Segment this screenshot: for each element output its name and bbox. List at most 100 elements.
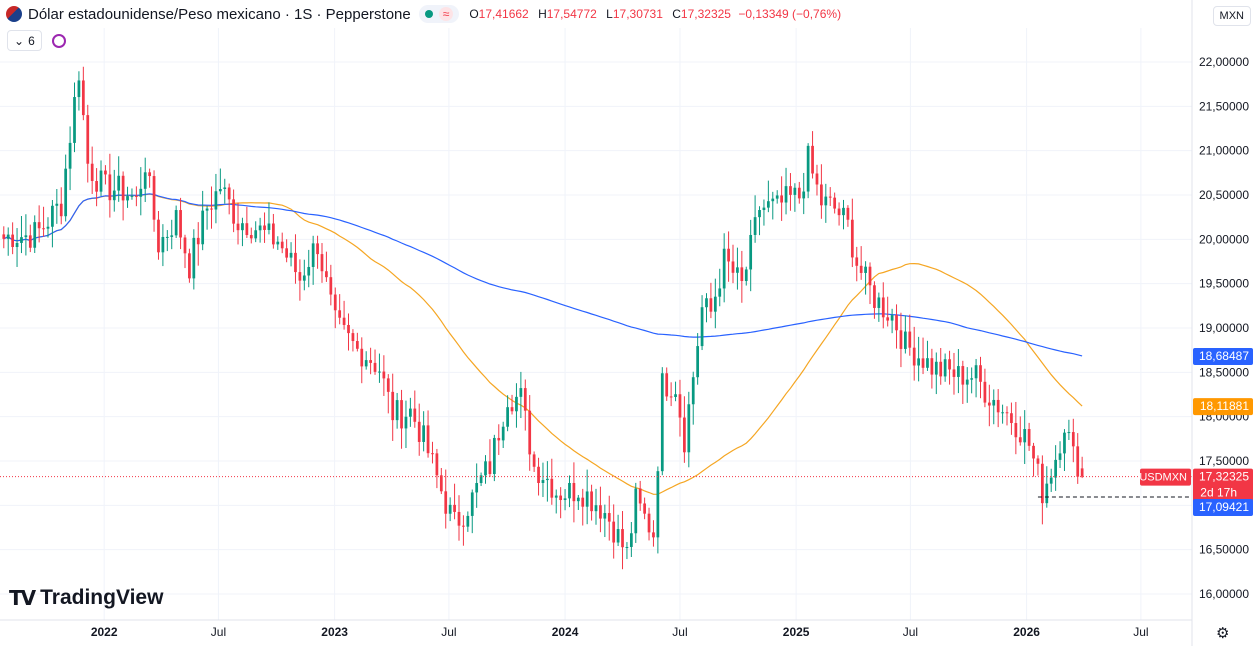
tradingview-mark-icon: TV [9, 586, 36, 610]
candle-body [868, 266, 872, 286]
candle-body [833, 197, 837, 209]
candle-body [802, 191, 806, 199]
y-tick-label: 18,50000 [1199, 365, 1249, 379]
candle-body [877, 297, 881, 308]
candle-body [678, 394, 682, 418]
candle-body [780, 195, 783, 203]
candle-body [528, 410, 532, 455]
candle-body [908, 331, 912, 348]
candle-body [364, 360, 368, 367]
candle-body [912, 347, 916, 366]
candle-body [515, 396, 518, 412]
price-axis[interactable]: 22,00000 21,50000 21,00000 20,50000 20,00000… [1139, 0, 1253, 646]
candle-body [957, 366, 960, 377]
y-tick-label: 20,00000 [1199, 232, 1249, 246]
candle-body [148, 172, 152, 177]
candle-body [395, 400, 399, 421]
symbol-tag-label-bg [1140, 468, 1191, 486]
candle-body [554, 495, 558, 498]
time-axis[interactable]: 2022 Jul 2023 Jul 2024 Jul 2025 Jul 2026 Jul [0, 619, 1192, 639]
candle-body [409, 408, 412, 417]
candle-body [2, 234, 6, 239]
candle-body [660, 373, 664, 472]
candle-body [859, 265, 863, 273]
low-price-label-bg [1193, 498, 1253, 516]
candle-body [736, 267, 739, 273]
candle-body [294, 252, 297, 273]
candle-body [674, 394, 677, 398]
x-tick-label: Jul [441, 625, 456, 639]
candle-body [634, 488, 638, 534]
candle-body [895, 315, 898, 331]
candle-body [864, 266, 867, 273]
candle-body [700, 307, 704, 347]
candle-body [112, 190, 116, 201]
candle-body [815, 173, 819, 185]
last-price-label-bg [1193, 468, 1253, 503]
status-pills[interactable]: ≈ [418, 5, 460, 23]
candle-body [1027, 429, 1031, 446]
candle-body [603, 513, 607, 519]
candle-body [280, 241, 284, 249]
x-tick-label: Jul [672, 625, 687, 639]
x-tick-label: 2022 [91, 625, 118, 639]
candle-body [850, 219, 854, 258]
low-price-label: 17,09421 [1199, 500, 1249, 514]
candle-body [33, 222, 37, 248]
symbol-title[interactable]: Dólar estadounidense/Peso mexicano · 1S … [28, 5, 411, 23]
candle-body [625, 546, 629, 548]
candle-body [599, 505, 602, 519]
indicators-toggle-button[interactable]: ⌄ 6 [7, 30, 42, 51]
candle-body [431, 453, 434, 455]
candle-body [227, 187, 231, 200]
candle-body [462, 525, 465, 527]
candle-body [939, 361, 943, 377]
candle-body [218, 189, 222, 192]
currency-button[interactable]: MXN [1212, 6, 1251, 26]
candle-body [501, 426, 505, 441]
candle-body [638, 488, 642, 504]
candle-body [890, 315, 894, 321]
candle-body [302, 275, 306, 281]
candle-body [192, 237, 196, 279]
candle-body [881, 297, 885, 318]
candle-body [59, 203, 63, 217]
candle-body [828, 196, 832, 198]
open-label: O [469, 7, 479, 21]
candle-body [382, 371, 386, 379]
ma50-price-label-bg [1193, 398, 1253, 416]
candle-body [355, 341, 359, 349]
candle-body [996, 399, 1000, 413]
candle-body [607, 513, 611, 522]
candle-body [196, 237, 200, 245]
candle-body [448, 504, 452, 514]
candle-body [6, 234, 10, 239]
tradingview-logo[interactable]: TV TradingView [9, 586, 163, 610]
candle-body [811, 145, 814, 174]
candle-body [342, 317, 346, 325]
candle-body [121, 175, 125, 201]
candle-body [806, 145, 810, 192]
candle-body [369, 360, 372, 363]
candle-body [484, 461, 487, 476]
candle-body [572, 482, 576, 502]
candle-body [205, 208, 209, 211]
wave-icon: ≈ [438, 7, 454, 21]
candle-body [727, 248, 730, 262]
candle-body [157, 219, 160, 253]
candle-body [1080, 468, 1084, 477]
replay-icon[interactable] [51, 33, 66, 48]
candle-body [563, 498, 567, 501]
close-label: C [672, 7, 681, 21]
ma50-price-label: 18,11881 [1200, 399, 1249, 413]
candle-body [46, 226, 50, 229]
candle-body [210, 208, 213, 210]
candle-body [347, 324, 350, 334]
candle-body [846, 207, 850, 220]
candlestick-series [2, 66, 1084, 570]
settings-gear-icon[interactable]: ⚙ [1216, 625, 1230, 642]
close-value: 17,32325 [680, 7, 731, 21]
candle-body [585, 491, 589, 507]
candle-body [974, 365, 978, 379]
